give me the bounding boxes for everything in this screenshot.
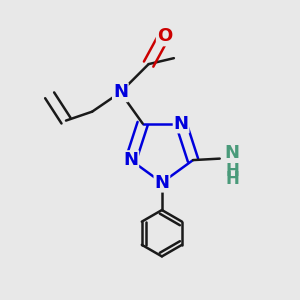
Text: H: H — [226, 162, 240, 180]
Text: N: N — [154, 174, 169, 192]
Text: O: O — [157, 28, 172, 46]
Text: N: N — [224, 144, 239, 162]
Text: N: N — [174, 115, 189, 133]
Text: H: H — [226, 170, 240, 188]
Text: N: N — [113, 83, 128, 101]
Text: N: N — [123, 151, 138, 169]
